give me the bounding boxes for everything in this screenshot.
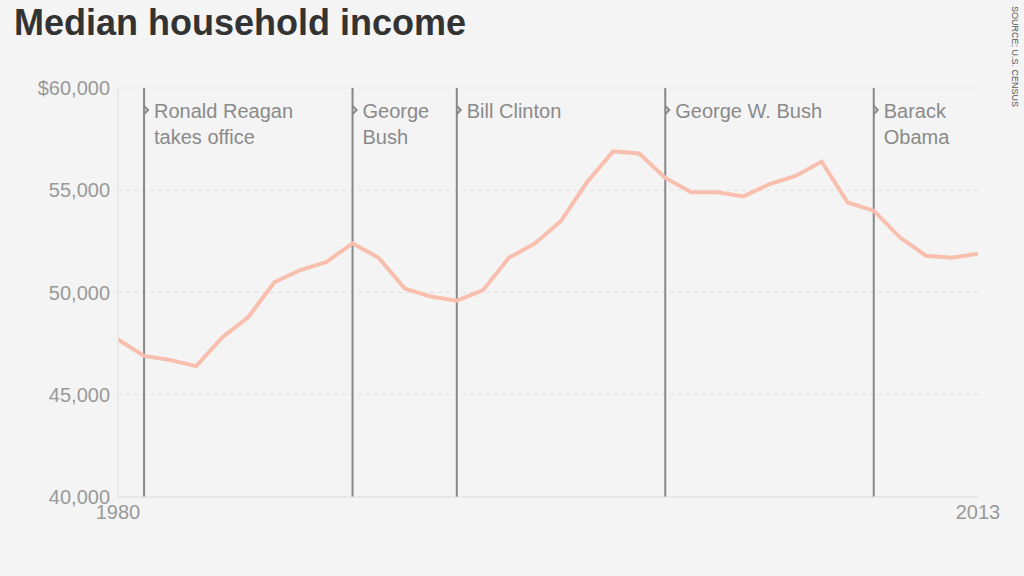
svg-text:BarackObama: BarackObama — [884, 100, 950, 148]
svg-text:GeorgeBush: GeorgeBush — [363, 100, 430, 148]
svg-text:Ronald Reagantakes office: Ronald Reagantakes office — [154, 100, 293, 148]
html-text:SOURCE: U.S. CENSUS: SOURCE: U.S. CENSUS — [1010, 6, 1020, 107]
svg-text:40,000: 40,000 — [49, 486, 110, 508]
html-text:Median household income: Median household income — [14, 2, 466, 43]
svg-text:George W. Bush: George W. Bush — [675, 100, 822, 122]
svg-text:$60,000: $60,000 — [38, 77, 110, 99]
svg-text:55,000: 55,000 — [49, 179, 110, 201]
svg-text:1980: 1980 — [95, 501, 141, 524]
svg-text:45,000: 45,000 — [49, 384, 110, 406]
svg-text:Bill Clinton: Bill Clinton — [467, 100, 561, 122]
svg-text:2013: 2013 — [956, 501, 1001, 523]
svg-text:50,000: 50,000 — [49, 282, 110, 304]
